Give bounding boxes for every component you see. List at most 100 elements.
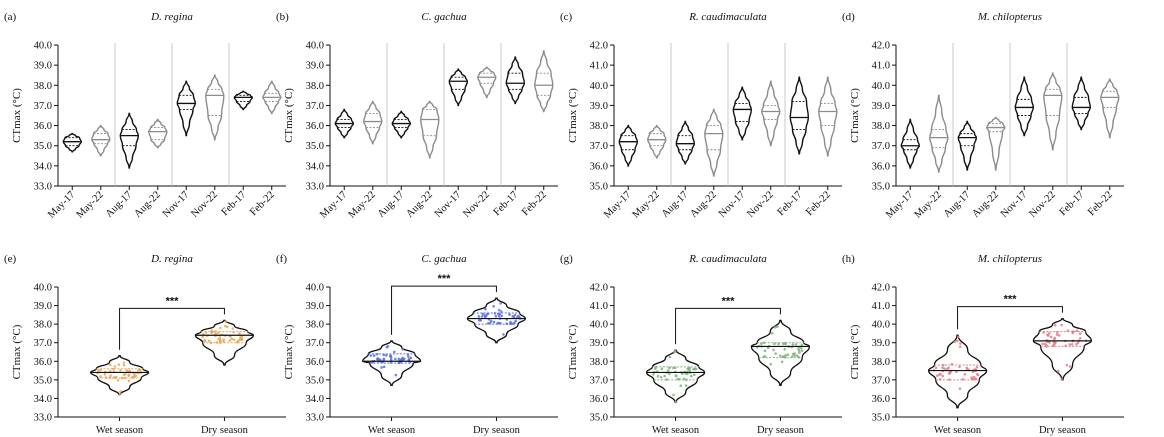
- data-point: [956, 339, 959, 343]
- data-point: [1054, 341, 1057, 344]
- data-point: [109, 374, 112, 378]
- y-tick-label: 42.0: [590, 283, 608, 294]
- data-point: [394, 357, 397, 361]
- y-axis-label: CTmax (°C): [849, 88, 861, 143]
- data-point: [238, 332, 241, 335]
- data-point: [791, 352, 795, 356]
- violin-Feb-22: [1100, 78, 1120, 139]
- y-tick-label: 36.0: [34, 121, 52, 132]
- data-point: [941, 374, 945, 378]
- significance-bracket: [119, 307, 225, 350]
- y-tick-label: 40.0: [34, 283, 52, 294]
- data-point: [656, 374, 660, 378]
- y-tick-label: 41.0: [872, 301, 890, 312]
- data-point: [201, 335, 205, 339]
- data-point: [772, 348, 775, 352]
- data-point: [1068, 343, 1072, 346]
- data-point: [958, 387, 962, 390]
- data-point: [668, 372, 671, 376]
- data-point: [239, 338, 243, 341]
- data-point: [935, 374, 939, 378]
- violin-Nov-17: [176, 80, 197, 137]
- y-tick-label: 42.0: [872, 41, 890, 52]
- data-point: [385, 354, 388, 357]
- panel-title: C. gachua: [421, 11, 467, 23]
- y-tick-label: 39.0: [590, 338, 608, 349]
- data-point: [694, 367, 698, 371]
- data-point: [693, 373, 696, 376]
- data-point: [797, 347, 800, 351]
- data-point: [798, 351, 801, 354]
- violin-May-22: [91, 124, 111, 157]
- x-tick-label: Nov-22: [1027, 189, 1057, 219]
- y-tick-label: 40.0: [306, 283, 324, 294]
- data-point: [1045, 345, 1048, 348]
- data-point: [480, 315, 484, 318]
- y-tick-label: 34.0: [306, 394, 324, 405]
- data-point: [479, 319, 482, 322]
- data-point: [945, 367, 949, 371]
- y-tick-label: 40.0: [590, 320, 608, 331]
- violin-Dry season: [1032, 317, 1093, 381]
- data-point: [222, 340, 225, 343]
- data-point: [1071, 331, 1075, 335]
- data-point: [109, 363, 112, 367]
- data-point: [127, 379, 131, 383]
- data-point: [389, 354, 393, 358]
- panel-label: (h): [842, 253, 855, 265]
- violin-Nov-22: [1043, 72, 1063, 151]
- y-tick-label: 38.0: [590, 121, 608, 132]
- data-point: [1068, 365, 1072, 368]
- y-tick-label: 41.0: [590, 61, 608, 72]
- x-tick-label: Aug-17: [376, 189, 406, 219]
- data-point: [938, 373, 941, 376]
- data-point: [97, 369, 100, 372]
- data-point: [775, 325, 779, 329]
- panel-title: D. regina: [150, 253, 193, 265]
- y-tick-label: 35.0: [590, 182, 608, 193]
- violin-Feb-17: [1071, 76, 1092, 131]
- data-point: [795, 354, 799, 357]
- violin-Feb-17: [789, 76, 810, 155]
- data-point: [770, 331, 774, 335]
- data-point: [769, 362, 773, 366]
- data-point: [225, 325, 229, 329]
- data-point: [119, 390, 122, 393]
- data-point: [948, 370, 952, 374]
- x-tick-label: Nov-22: [745, 189, 775, 219]
- x-tick-label: Feb-22: [1086, 189, 1115, 218]
- data-point: [99, 375, 102, 378]
- violin-Feb-17: [233, 90, 254, 111]
- data-point: [113, 365, 117, 368]
- data-point: [502, 333, 505, 336]
- violin-Aug-22: [148, 118, 168, 149]
- significance-bracket: [957, 306, 1063, 330]
- panel-f: 33.0 34.0 35.0 36.0 37.0 38.0 39.0 40.0 CTmax (°…: [276, 253, 558, 436]
- data-point: [513, 313, 517, 317]
- y-tick-label: 34.0: [34, 161, 52, 172]
- data-point: [1049, 335, 1053, 339]
- significance-bracket: [675, 307, 781, 345]
- y-tick-label: 36.0: [872, 394, 890, 405]
- data-point: [793, 354, 797, 357]
- panel-label: (a): [4, 11, 17, 23]
- y-tick-label: 37.0: [306, 338, 324, 349]
- panel-title: C. gachua: [421, 253, 467, 265]
- data-point: [1078, 332, 1082, 336]
- y-tick-label: 40.0: [590, 81, 608, 92]
- data-point: [685, 372, 689, 376]
- violin-Aug-22: [704, 108, 724, 177]
- data-point: [659, 375, 663, 379]
- y-tick-label: 36.0: [590, 161, 608, 172]
- significance-marker: ***: [1004, 294, 1018, 306]
- data-point: [1057, 334, 1061, 337]
- x-tick-label: Aug-17: [942, 189, 972, 219]
- panel-label: (b): [276, 11, 289, 23]
- significance-marker: ***: [166, 295, 180, 307]
- data-point: [965, 367, 969, 371]
- x-tick-label: Feb-17: [1058, 189, 1087, 218]
- x-tick-label: Nov-17: [433, 189, 463, 219]
- panel-label: (g): [560, 253, 573, 265]
- data-point: [483, 315, 487, 319]
